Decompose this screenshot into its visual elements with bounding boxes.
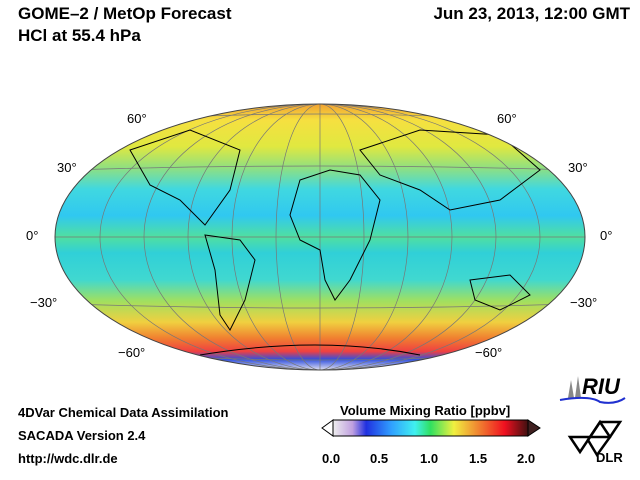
- colorbar-tick: 0.0: [322, 451, 341, 466]
- title: GOME–2 / MetOp Forecast: [18, 4, 232, 23]
- coastlines: [129, 129, 541, 356]
- map-border: [54, 103, 586, 371]
- colorbar-tick: 1.5: [469, 451, 488, 466]
- colorbar-title: Volume Mixing Ratio [ppbv]: [340, 403, 511, 418]
- graticule: [55, 104, 585, 370]
- colorbar: [332, 419, 529, 437]
- colorbar-tick: 0.5: [370, 451, 389, 466]
- lat-label-left-m60: −60°: [118, 345, 146, 360]
- footer-line2: SACADA Version 2.4: [18, 428, 146, 443]
- dlr-logo-text: DLR: [596, 450, 623, 465]
- lat-label-left-0: 0°: [26, 228, 39, 243]
- colorbar-min-arrow: [321, 419, 334, 437]
- riu-logo-icon: [559, 376, 626, 404]
- dlr-logo-icon: [567, 419, 623, 458]
- subtitle: HCl at 55.4 hPa: [18, 26, 141, 45]
- lat-label-right-0: 0°: [600, 228, 613, 243]
- colorbar-max-arrow: [527, 419, 541, 437]
- lat-label-left-60: 60°: [127, 111, 147, 126]
- colorbar-tick: 2.0: [517, 451, 536, 466]
- riu-logo-text: RIU: [582, 374, 620, 399]
- colorbar-tick: 1.0: [420, 451, 439, 466]
- lat-label-left-m30: −30°: [30, 295, 58, 310]
- footer-url[interactable]: http://wdc.dlr.de: [18, 451, 118, 466]
- lat-label-left-30: 30°: [57, 160, 77, 175]
- footer-line1: 4DVar Chemical Data Assimilation: [18, 405, 229, 420]
- datetime: Jun 23, 2013, 12:00 GMT: [433, 4, 630, 23]
- lat-label-right-60: 60°: [497, 111, 517, 126]
- lat-label-right-30: 30°: [568, 160, 588, 175]
- lat-label-right-m60: −60°: [475, 345, 503, 360]
- lat-label-right-m30: −30°: [570, 295, 598, 310]
